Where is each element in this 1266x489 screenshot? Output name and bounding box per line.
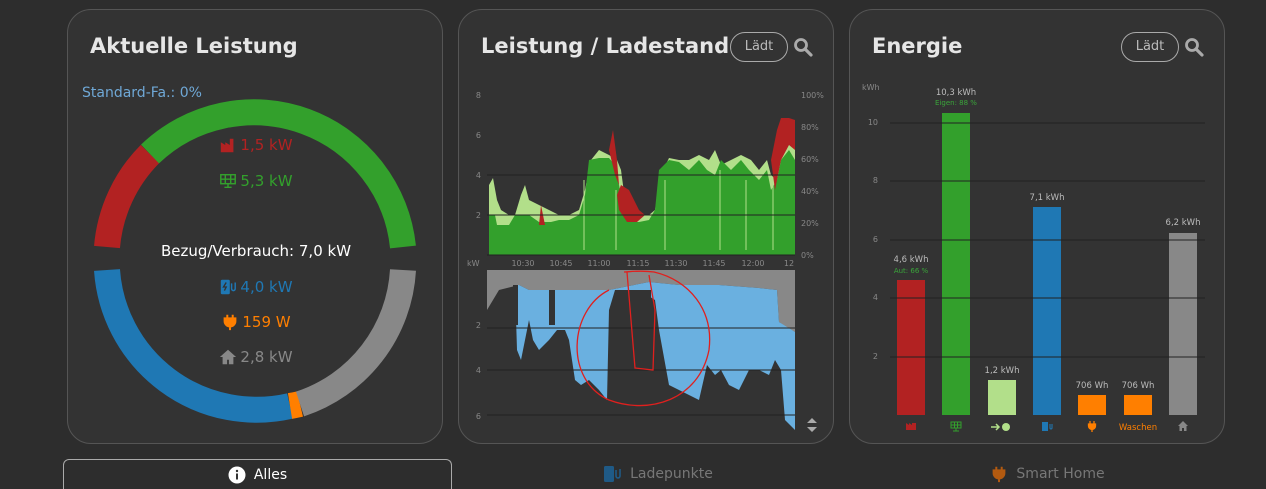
- magnifier-icon[interactable]: [793, 37, 813, 57]
- svg-text:kW: kW: [467, 259, 480, 268]
- factory-icon: [221, 138, 234, 153]
- svg-text:6,2 kWh: 6,2 kWh: [1166, 218, 1201, 228]
- plug-icon: [1087, 421, 1097, 432]
- charging-station-icon: [604, 466, 621, 482]
- washing-label: Waschen: [1119, 423, 1157, 433]
- svg-text:1,2 kWh: 1,2 kWh: [985, 366, 1020, 376]
- charging-station-icon: [1042, 422, 1053, 431]
- svg-text:kWh: kWh: [862, 83, 880, 92]
- tab-label: Ladepunkte: [630, 466, 713, 482]
- tab-smart-home[interactable]: Smart Home: [853, 459, 1242, 489]
- export-icon: [991, 423, 1010, 431]
- svg-text:2: 2: [873, 352, 878, 361]
- smart-home-power-line: 159 W: [68, 313, 444, 331]
- svg-text:11:45: 11:45: [702, 259, 725, 268]
- tab-label: Alles: [253, 466, 288, 483]
- factory-icon: [906, 423, 916, 430]
- energy-bar-chart: kWh 10 8 6 4 2 10 8 6 4 2 4,6 kWh Aut: 6…: [850, 83, 1205, 433]
- svg-text:60%: 60%: [801, 155, 819, 164]
- svg-text:4: 4: [476, 171, 481, 180]
- svg-text:7,1 kWh: 7,1 kWh: [1030, 193, 1065, 203]
- svg-text:Aut: 66 %: Aut: 66 %: [894, 267, 929, 275]
- updown-arrows-icon[interactable]: [806, 417, 818, 433]
- svg-text:20%: 20%: [801, 219, 819, 228]
- svg-text:10:30: 10:30: [511, 259, 534, 268]
- status-button[interactable]: Lädt: [1121, 32, 1179, 62]
- svg-text:6: 6: [476, 412, 481, 421]
- pv-power-value: 5,3 kW: [240, 172, 293, 190]
- svg-text:Eigen: 88 %: Eigen: 88 %: [935, 99, 977, 107]
- energy-card: Energie Lädt kWh 10 8 6 4 2 10 8 6 4 2 4: [849, 9, 1225, 444]
- svg-text:10,3 kWh: 10,3 kWh: [936, 88, 976, 98]
- view-tabs: Alles Ladepunkte Smart Home: [63, 459, 1263, 489]
- svg-text:80%: 80%: [801, 123, 819, 132]
- tab-ladepunkte[interactable]: Ladepunkte: [463, 459, 852, 489]
- status-button[interactable]: Lädt: [730, 32, 788, 62]
- power-timeseries-chart[interactable]: 8 6 4 2 100% 80% 60% 40% 20% 0% kW 10:30…: [459, 10, 835, 445]
- svg-text:4,6 kWh: 4,6 kWh: [894, 255, 929, 265]
- tab-label: Smart Home: [1016, 466, 1105, 482]
- power-soc-card: Leistung / Ladestand Lädt 8 6 4 2 100% 8…: [458, 9, 834, 444]
- charging-station-icon: [221, 279, 237, 295]
- info-icon: [228, 466, 246, 483]
- svg-text:100%: 100%: [801, 91, 824, 100]
- pv-power-line: 5,3 kW: [68, 172, 444, 190]
- svg-text:11:00: 11:00: [587, 259, 610, 268]
- svg-text:2: 2: [476, 211, 481, 220]
- svg-text:4: 4: [476, 366, 481, 375]
- smart-home-power-value: 159 W: [242, 313, 291, 331]
- solar-panel-icon: [950, 421, 962, 432]
- house-icon: [220, 349, 237, 365]
- svg-text:6: 6: [476, 131, 481, 140]
- house-power-line: 2,8 kW: [68, 348, 444, 366]
- svg-text:0%: 0%: [801, 251, 814, 260]
- card-title: Energie: [872, 34, 963, 58]
- svg-text:706 Wh: 706 Wh: [1076, 381, 1109, 391]
- svg-text:8: 8: [476, 91, 481, 100]
- svg-text:40%: 40%: [801, 187, 819, 196]
- grid-power-value: 1,5 kW: [240, 136, 293, 154]
- card-title: Leistung / Ladestand: [481, 34, 730, 58]
- svg-text:11:30: 11:30: [664, 259, 687, 268]
- tab-alles[interactable]: Alles: [63, 459, 452, 489]
- svg-text:10:45: 10:45: [549, 259, 572, 268]
- house-power-value: 2,8 kW: [240, 348, 293, 366]
- svg-text:706 Wh: 706 Wh: [1122, 381, 1155, 391]
- card-title: Aktuelle Leistung: [90, 34, 298, 58]
- svg-text:12: 12: [784, 259, 794, 268]
- plug-icon: [223, 314, 237, 331]
- svg-text:6: 6: [873, 235, 878, 244]
- grid-power-line: 1,5 kW: [68, 136, 444, 154]
- magnifier-icon[interactable]: [1184, 37, 1204, 57]
- power-donut-chart: [94, 99, 416, 423]
- svg-text:11:15: 11:15: [626, 259, 649, 268]
- plug-icon: [993, 466, 1006, 483]
- house-icon: [1178, 421, 1188, 431]
- current-power-card: Aktuelle Leistung Standard-Fa.: 0% 1,5 k…: [67, 9, 443, 444]
- svg-text:10: 10: [868, 118, 878, 127]
- standard-fa-label: Standard-Fa.: 0%: [82, 85, 202, 101]
- solar-panel-icon: [220, 173, 237, 189]
- consumption-label: Bezug/Verbrauch: 7,0 kW: [160, 242, 352, 260]
- svg-text:2: 2: [476, 321, 481, 330]
- svg-text:12:00: 12:00: [741, 259, 764, 268]
- svg-text:4: 4: [873, 293, 878, 302]
- charge-power-line: 4,0 kW: [68, 278, 444, 296]
- svg-text:8: 8: [873, 176, 878, 185]
- charge-power-value: 4,0 kW: [240, 278, 293, 296]
